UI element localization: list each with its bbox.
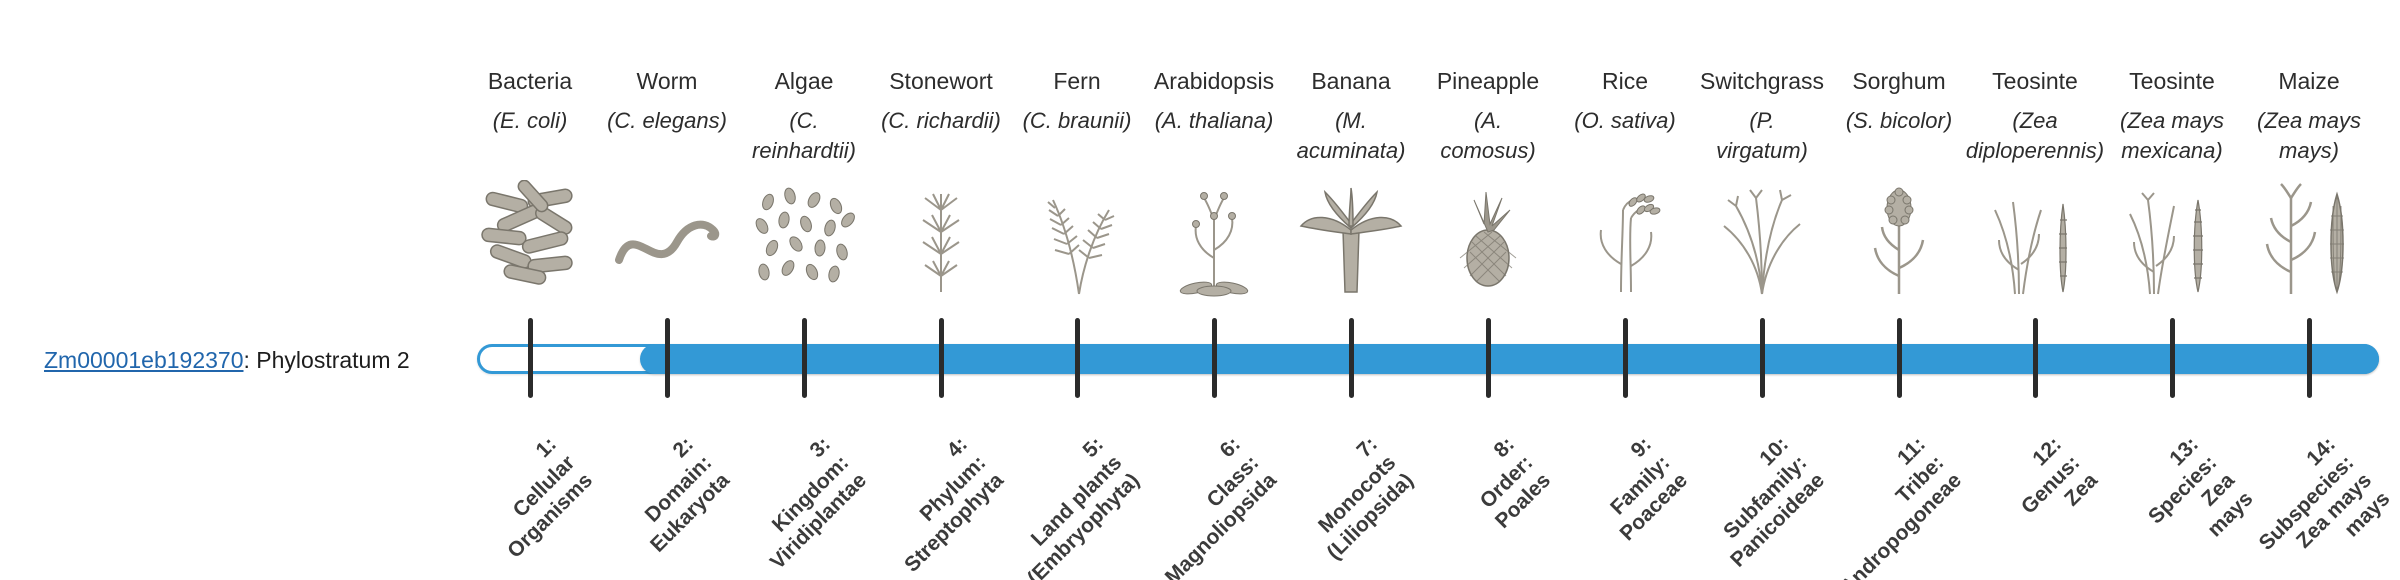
stonewort-illustration [881, 176, 1001, 298]
organism-scientific-name: (S. bicolor) [1845, 108, 1953, 133]
rice-illustration [1565, 176, 1685, 298]
phylostratum-tick [1759, 318, 1765, 398]
banana-illustration [1291, 176, 1411, 298]
organism-common-name: Worm [636, 68, 698, 94]
teosinte2-illustration [2112, 176, 2232, 298]
organism-scientific-name: (C. richardii) [881, 108, 1001, 133]
phylostratum-column: Algae (C. reinhardtii) 3: Kingdom: Virid… [734, 60, 874, 580]
organism-scientific-name: (A. comosus) [1440, 108, 1536, 163]
phylostratum-column: Sorghum (S. bicolor) 11: Tribe: Andropog… [1829, 60, 1969, 580]
phylostratum-column: Arabidopsis (A. thaliana) 6: Class: Magn… [1144, 60, 1284, 580]
fern-illustration [1017, 176, 1137, 298]
sorghum-illustration [1839, 176, 1959, 298]
organism-scientific-name: (E. coli) [492, 108, 568, 133]
gene-phylostratum-text: : Phylostratum 2 [243, 347, 410, 373]
organism-scientific-name: (O. sativa) [1574, 108, 1676, 133]
organism-scientific-name: (C. reinhardtii) [752, 108, 856, 163]
organism-common-name: Rice [1601, 68, 1648, 94]
phylostratum-column: Maize (Zea mays mays) 14: Subspecies: Ze… [2239, 60, 2394, 580]
algae-illustration [744, 176, 864, 298]
phylostratum-column: Fern (C. braunii) 5: Land plants (Embryo… [1007, 60, 1147, 580]
gene-label: Zm00001eb192370: Phylostratum 2 [44, 347, 410, 374]
phylostratum-tick [2306, 318, 2312, 398]
worm-illustration [607, 176, 727, 298]
organism-common-name: Fern [1053, 68, 1101, 94]
organism-scientific-name: (A. thaliana) [1154, 108, 1274, 133]
organism-common-name: Banana [1311, 68, 1391, 94]
phylostratum-column: Teosinte (Zea diploperennis) 12: Genus: … [1965, 60, 2105, 580]
bacteria-illustration [470, 176, 590, 298]
phylostratum-tick [801, 318, 807, 398]
organism-common-name: Maize [2278, 68, 2340, 94]
phylostratum-tick [664, 318, 670, 398]
phylostratum-tick [2032, 318, 2038, 398]
switchgrass-illustration [1702, 176, 1822, 298]
arabidopsis-illustration [1154, 176, 1274, 298]
organism-common-name: Stonewort [889, 68, 993, 94]
organism-common-name: Teosinte [1992, 68, 2078, 94]
organism-common-name: Bacteria [487, 68, 573, 94]
pineapple-illustration [1428, 176, 1548, 298]
phylostratum-tick [1485, 318, 1491, 398]
organism-scientific-name: (C. elegans) [607, 108, 727, 133]
phylostratum-column: Teosinte (Zea mays mexicana) 13: Species… [2102, 60, 2257, 580]
phylostratum-column: Rice (O. sativa) 9: Family: Poaceae [1555, 60, 1695, 580]
organism-common-name: Switchgrass [1700, 68, 1824, 94]
organism-scientific-name: (P. virgatum) [1716, 108, 1808, 163]
phylostratum-tick [938, 318, 944, 398]
phylostratum-column: Stonewort (C. richardii) 4: Phylum: Stre… [871, 60, 1011, 580]
phylostratum-tick [1896, 318, 1902, 398]
gene-id-link[interactable]: Zm00001eb192370 [44, 347, 244, 373]
organism-scientific-name: (Zea mays mays) [2257, 108, 2361, 163]
phylostratum-column: Banana (M. acuminata) 7: Monocots (Lilio… [1281, 60, 1421, 580]
teosinte-illustration [1975, 176, 2095, 298]
organism-common-name: Algae [774, 68, 834, 94]
maize-illustration [2249, 176, 2369, 298]
phylostratum-column: Worm (C. elegans) 2: Domain: Eukaryota [597, 60, 737, 580]
phylostratum-column: Switchgrass (P. virgatum) 10: Subfamily:… [1692, 60, 1832, 580]
phylostratum-tick [527, 318, 533, 398]
phylostratum-column: Bacteria (E. coli) 1: Cellular Organisms [460, 60, 600, 580]
organism-scientific-name: (M. acuminata) [1296, 108, 1406, 163]
phylostratum-column: Pineapple (A. comosus) 8: Order: Poales [1418, 60, 1558, 580]
organism-common-name: Pineapple [1436, 68, 1540, 94]
organism-scientific-name: (C. braunii) [1022, 108, 1132, 133]
phylostratum-tick [1622, 318, 1628, 398]
phylostratum-tick [1074, 318, 1080, 398]
phylostratum-tick [1348, 318, 1354, 398]
phylostratum-tick [2169, 318, 2175, 398]
organism-common-name: Teosinte [2129, 68, 2215, 94]
organism-common-name: Arabidopsis [1153, 68, 1275, 94]
organism-common-name: Sorghum [1852, 68, 1946, 94]
timeline-fill [640, 344, 2379, 374]
organism-scientific-name: (Zea diploperennis) [1965, 108, 2105, 163]
phylostratum-tick [1211, 318, 1217, 398]
organism-scientific-name: (Zea mays mexicana) [2120, 108, 2224, 163]
